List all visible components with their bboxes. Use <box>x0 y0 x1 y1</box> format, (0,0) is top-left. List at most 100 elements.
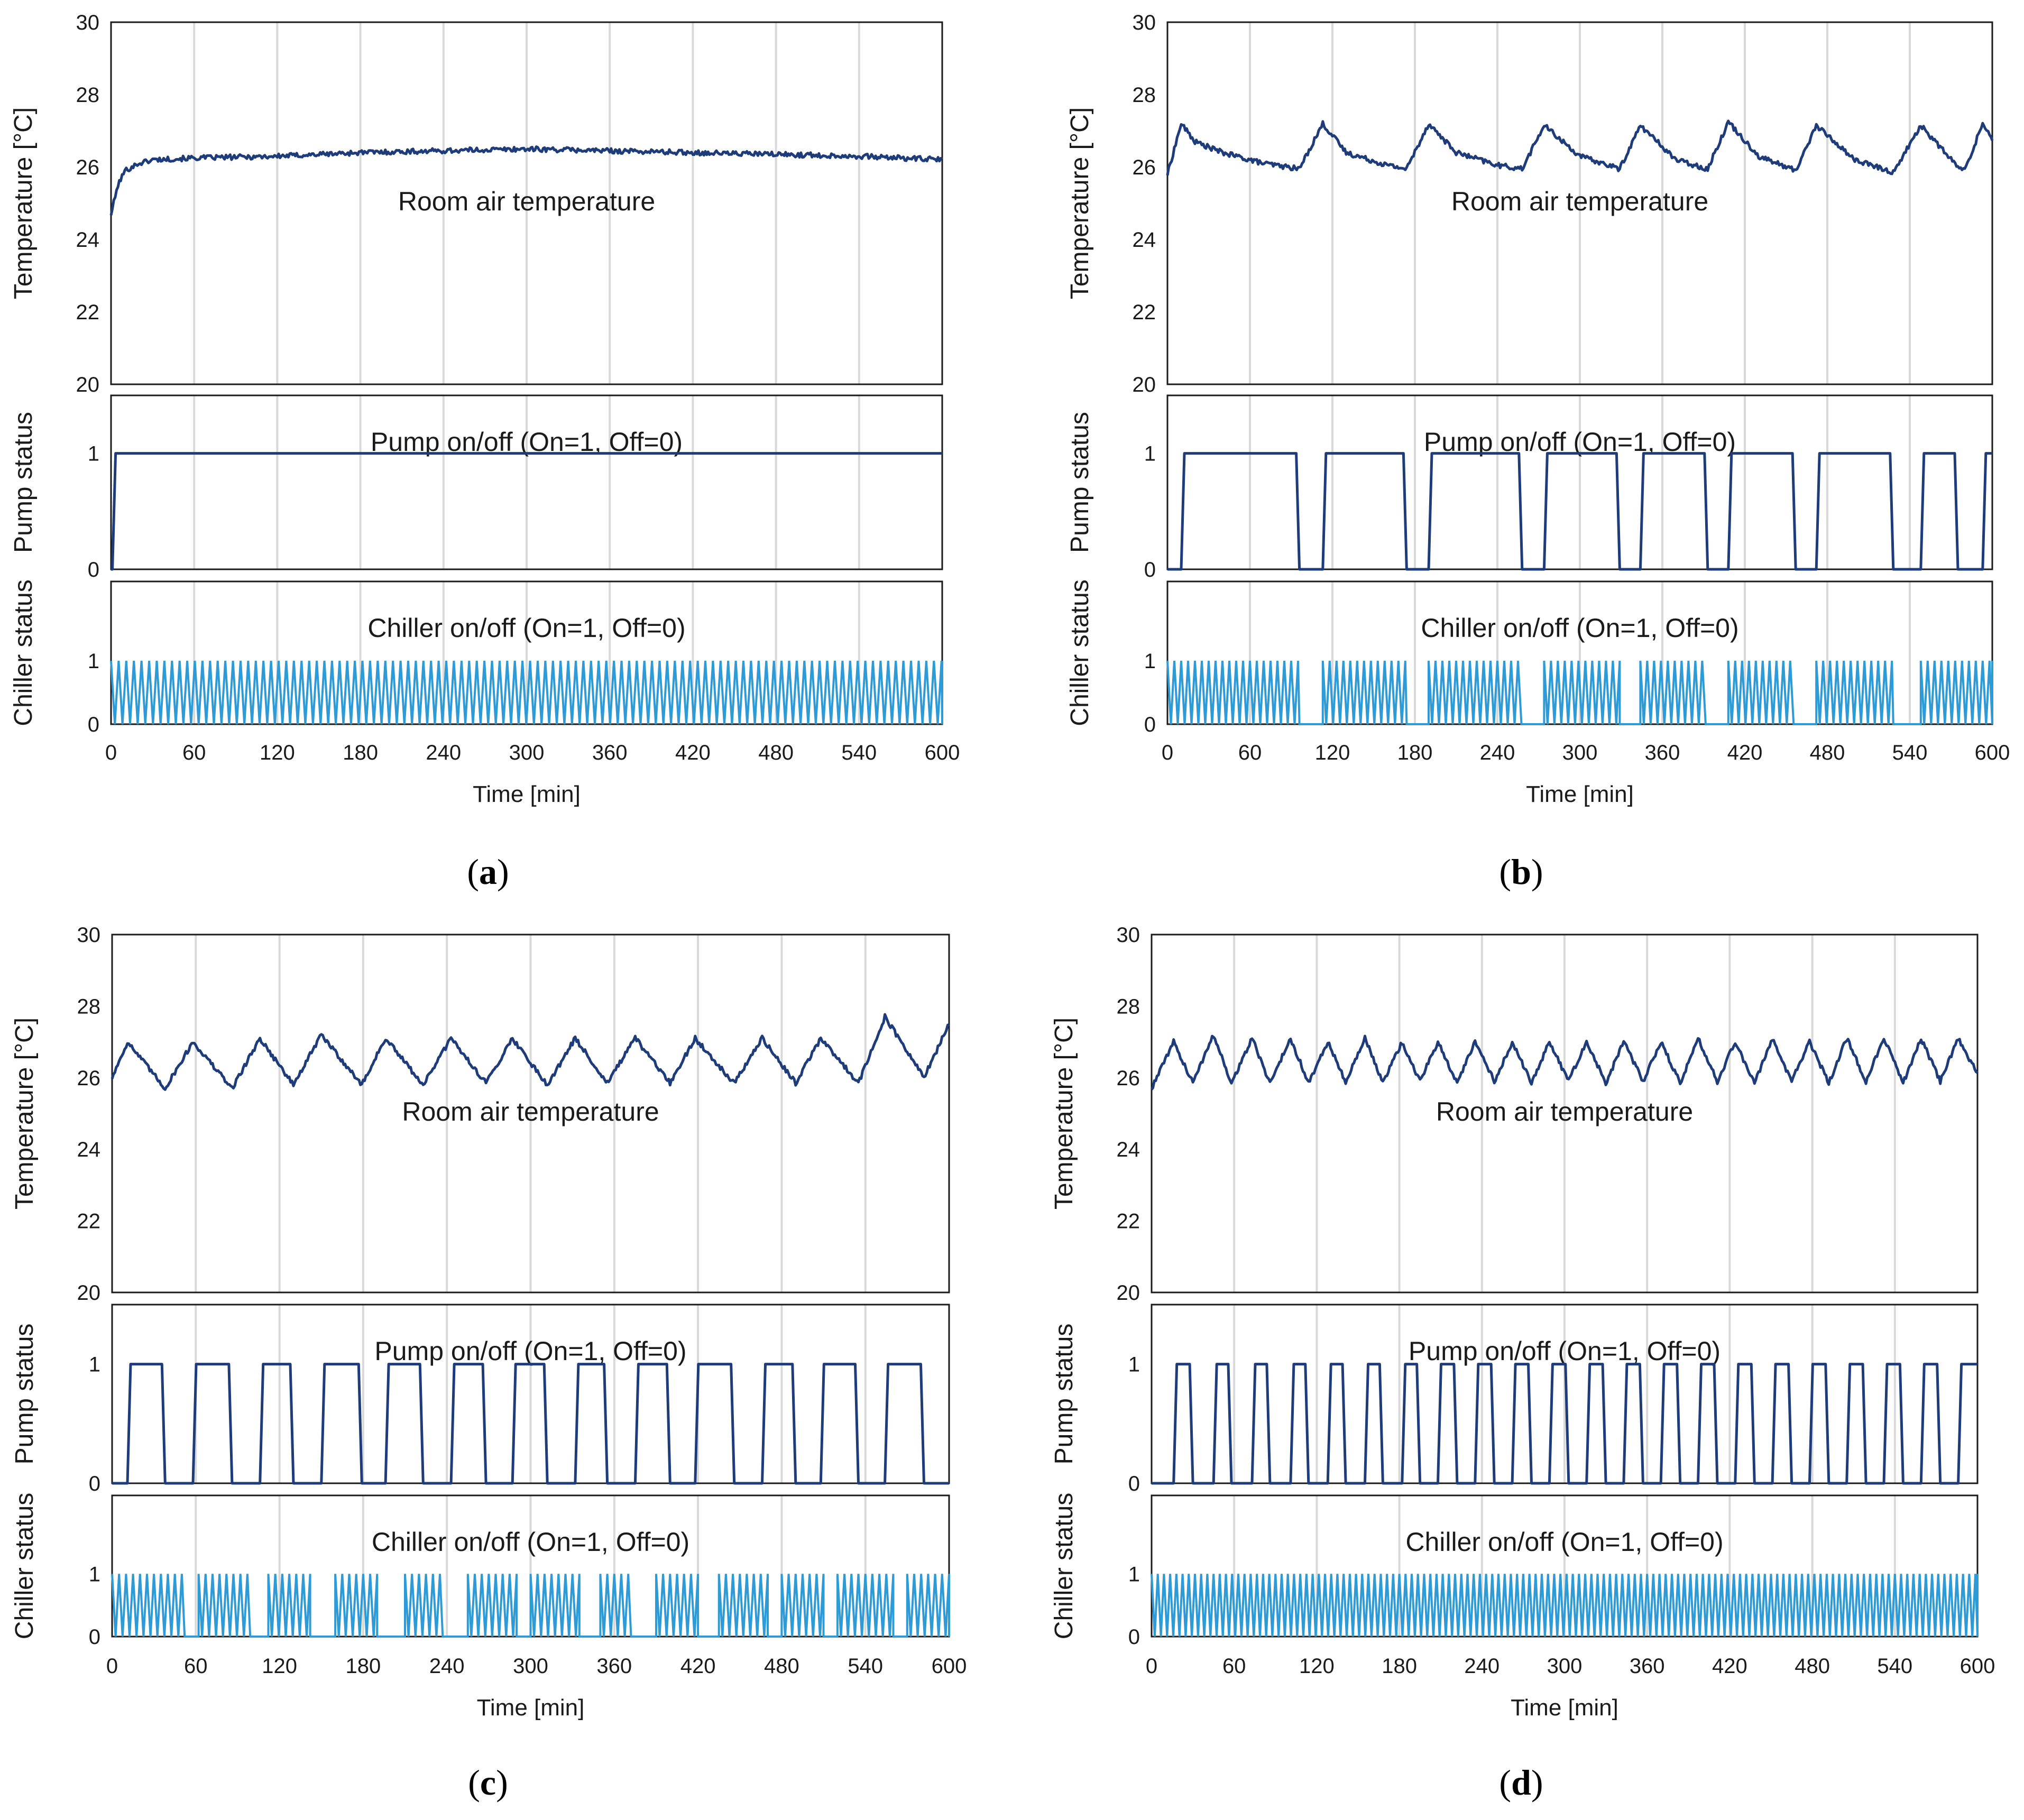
temperature-axis-label: Temperature [°C] <box>1050 1018 1078 1209</box>
temperature-ytick-label: 24 <box>76 228 100 252</box>
temperature-ytick-label: 22 <box>1133 301 1156 324</box>
temperature-annotation: Room air temperature <box>1436 1097 1693 1126</box>
pump-ytick-label: 0 <box>1144 558 1156 581</box>
panel-caption: (c) <box>468 1762 508 1803</box>
x-tick-label: 600 <box>1960 1655 1995 1678</box>
chiller-ytick-label: 1 <box>88 650 99 673</box>
x-axis-label: Time [min] <box>1511 1695 1618 1721</box>
x-tick-label: 180 <box>343 741 378 764</box>
temperature-ytick-label: 20 <box>1133 373 1156 396</box>
x-axis-label: Time [min] <box>1526 781 1634 807</box>
panel-caption: (a) <box>467 852 509 892</box>
temperature-axis-label: Temperature [°C] <box>1066 107 1094 299</box>
temperature-ytick-label: 24 <box>1117 1138 1140 1161</box>
temperature-ytick-label: 20 <box>76 373 100 396</box>
pump-annotation: Pump on/off (On=1, Off=0) <box>1409 1336 1721 1366</box>
x-tick-label: 420 <box>1727 741 1763 764</box>
temperature-frame <box>110 21 943 385</box>
chiller-axis-label: Chiller status <box>1050 1493 1078 1639</box>
x-tick-label: 420 <box>675 741 711 764</box>
temperature-ytick-label: 28 <box>76 84 100 107</box>
pump-frame <box>111 1304 950 1484</box>
temperature-ytick-label: 24 <box>77 1138 101 1161</box>
x-tick-label: 360 <box>592 741 628 764</box>
temperature-ytick-label: 20 <box>77 1281 101 1305</box>
temperature-ytick-label: 30 <box>1133 11 1156 34</box>
x-tick-label: 360 <box>1645 741 1680 764</box>
temperature-ytick-label: 22 <box>77 1210 101 1233</box>
temperature-frame <box>1151 934 1979 1294</box>
temperature-ytick-label: 26 <box>77 1067 101 1090</box>
chiller-axis-label: Chiller status <box>11 1493 39 1639</box>
x-tick-label: 480 <box>1795 1655 1830 1678</box>
pump-status-line <box>1152 1363 1977 1485</box>
chiller-ytick-label: 1 <box>89 1563 100 1586</box>
x-tick-label: 540 <box>848 1655 883 1678</box>
x-tick-label: 180 <box>1382 1655 1417 1678</box>
x-tick-label: 60 <box>1238 741 1262 764</box>
chiller-status-line <box>110 660 943 725</box>
x-tick-label: 360 <box>1630 1655 1665 1678</box>
x-tick-label: 480 <box>764 1655 799 1678</box>
x-tick-label: 420 <box>680 1655 716 1678</box>
x-tick-label: 300 <box>1547 1655 1583 1678</box>
chiller-frame <box>1166 580 1993 725</box>
x-tick-label: 60 <box>184 1655 208 1678</box>
temperature-ytick-label: 28 <box>1133 84 1156 107</box>
pump-status-line <box>111 452 942 571</box>
x-tick-label: 480 <box>758 741 794 764</box>
temperature-annotation: Room air temperature <box>402 1097 659 1126</box>
temperature-ytick-label: 28 <box>77 995 101 1018</box>
x-tick-label: 540 <box>841 741 877 764</box>
x-tick-label: 300 <box>509 741 545 764</box>
temperature-frame <box>1166 21 1993 385</box>
x-tick-label: 240 <box>426 741 461 764</box>
temperature-ytick-label: 26 <box>1117 1067 1140 1090</box>
temperature-ytick-label: 30 <box>77 923 101 947</box>
panel-letter: a <box>479 852 497 892</box>
temperature-axis-label: Temperature [°C] <box>10 107 38 299</box>
chiller-ytick-label: 1 <box>1144 650 1156 673</box>
pump-status-line <box>112 1363 949 1485</box>
x-tick-label: 60 <box>182 741 206 764</box>
temperature-ytick-label: 30 <box>1117 923 1140 947</box>
pump-ytick-label: 1 <box>1144 442 1156 466</box>
panel-caption: (b) <box>1499 852 1543 892</box>
pump-ytick-label: 1 <box>1128 1353 1140 1376</box>
temperature-ytick-label: 20 <box>1117 1281 1140 1305</box>
x-tick-label: 360 <box>596 1655 632 1678</box>
chiller-axis-label: Chiller status <box>10 579 38 726</box>
temperature-annotation: Room air temperature <box>1451 187 1708 216</box>
pump-frame <box>110 394 943 570</box>
x-tick-label: 240 <box>1464 1655 1499 1678</box>
temperature-axis-label: Temperature [°C] <box>11 1018 39 1209</box>
x-tick-label: 180 <box>1397 741 1433 764</box>
pump-status-line <box>1167 452 1992 571</box>
x-tick-label: 120 <box>1315 741 1350 764</box>
x-tick-label: 300 <box>513 1655 548 1678</box>
panel-letter: b <box>1511 852 1531 892</box>
chiller-axis-label: Chiller status <box>1066 579 1094 726</box>
x-tick-label: 0 <box>105 741 117 764</box>
panel-caption: (d) <box>1499 1762 1543 1803</box>
chiller-ytick-label: 0 <box>1128 1625 1140 1649</box>
pump-ytick-label: 0 <box>88 558 99 581</box>
pump-frame <box>1151 1304 1979 1484</box>
pump-annotation: Pump on/off (On=1, Off=0) <box>371 427 683 457</box>
chiller-annotation: Chiller on/off (On=1, Off=0) <box>1405 1527 1723 1557</box>
pump-ytick-label: 0 <box>1128 1472 1140 1495</box>
x-tick-label: 540 <box>1892 741 1928 764</box>
pump-annotation: Pump on/off (On=1, Off=0) <box>1424 427 1736 457</box>
temperature-line <box>1166 119 1994 176</box>
temperature-ytick-label: 26 <box>76 156 100 179</box>
chiller-status-line <box>111 1574 950 1638</box>
x-tick-label: 0 <box>106 1655 118 1678</box>
temperature-frame <box>111 934 950 1294</box>
pump-ytick-label: 1 <box>88 442 99 466</box>
temperature-line <box>1151 1034 1979 1091</box>
chiller-annotation: Chiller on/off (On=1, Off=0) <box>367 613 685 643</box>
pump-annotation: Pump on/off (On=1, Off=0) <box>374 1336 686 1366</box>
x-tick-label: 0 <box>1162 741 1173 764</box>
chiller-status-line <box>1166 660 1993 725</box>
